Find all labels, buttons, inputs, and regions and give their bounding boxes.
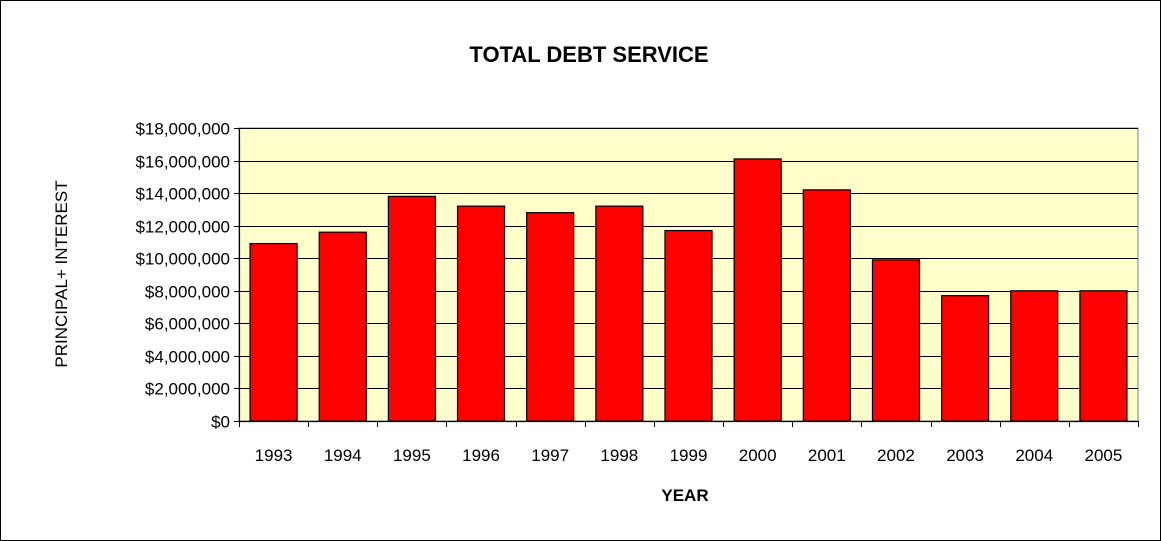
x-tick-labels: 1993 1994 1995 1996 1997 1998 1999 2000 2001 2002… bbox=[255, 446, 1123, 465]
bar-1994 bbox=[318, 231, 367, 422]
y-tick-label: $2,000,000 bbox=[145, 380, 230, 399]
x-axis-title: YEAR bbox=[661, 486, 708, 505]
x-tick-label: 2000 bbox=[739, 446, 777, 465]
y-tick-label: $6,000,000 bbox=[145, 315, 230, 334]
y-tick-label: $8,000,000 bbox=[145, 283, 230, 302]
bar-2001 bbox=[802, 189, 851, 422]
x-tick-label: 2001 bbox=[808, 446, 846, 465]
y-tick-label: $0 bbox=[211, 413, 230, 432]
x-tick-label: 2002 bbox=[877, 446, 915, 465]
bar-1998 bbox=[595, 205, 644, 422]
bar-2002 bbox=[871, 259, 921, 422]
bar-1995 bbox=[387, 195, 436, 422]
y-tick-label: $14,000,000 bbox=[135, 185, 230, 204]
bar-2004 bbox=[1010, 290, 1059, 422]
x-tick-label: 1997 bbox=[531, 446, 569, 465]
x-tick-label: 2003 bbox=[946, 446, 984, 465]
x-tick-label: 1995 bbox=[393, 446, 431, 465]
y-tick-label: $16,000,000 bbox=[135, 153, 230, 172]
bar-2005 bbox=[1079, 290, 1128, 422]
y-tick-label: $12,000,000 bbox=[135, 218, 230, 237]
bars bbox=[249, 158, 1128, 422]
bar-2000 bbox=[733, 158, 782, 422]
y-tick-label: $10,000,000 bbox=[135, 250, 230, 269]
y-tick-label: $4,000,000 bbox=[145, 348, 230, 367]
chart-title: TOTAL DEBT SERVICE bbox=[469, 42, 708, 67]
x-tick-label: 1994 bbox=[324, 446, 362, 465]
bar-1996 bbox=[456, 205, 506, 422]
x-tick-label: 1998 bbox=[600, 446, 638, 465]
axes bbox=[234, 128, 1139, 427]
x-tick-label: 1996 bbox=[462, 446, 500, 465]
y-tick-label: $18,000,000 bbox=[135, 120, 230, 139]
y-tick-labels: $0 $2,000,000 $4,000,000 $6,000,000 $8,000,0… bbox=[135, 120, 230, 432]
y-axis-title: PRINCIPAL+ INTEREST bbox=[52, 180, 71, 367]
x-tick-label: 2005 bbox=[1085, 446, 1123, 465]
bar-2003 bbox=[941, 295, 990, 422]
x-tick-label: 1999 bbox=[670, 446, 708, 465]
x-tick-label: 1993 bbox=[255, 446, 293, 465]
bar-1999 bbox=[664, 229, 713, 422]
x-tick-label: 2004 bbox=[1015, 446, 1053, 465]
bar-1997 bbox=[526, 212, 575, 422]
bar-1993 bbox=[249, 242, 298, 422]
